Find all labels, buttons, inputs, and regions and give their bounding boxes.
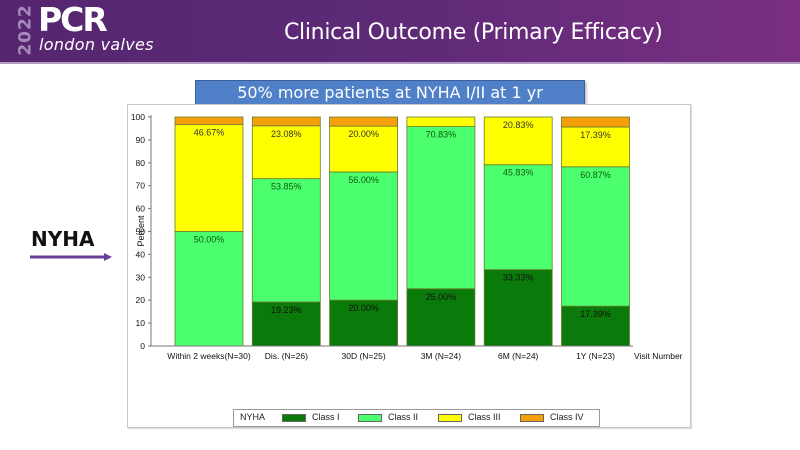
legend-swatch-class-iii xyxy=(438,414,462,422)
y-tick-label: 40 xyxy=(136,249,146,259)
data-label: 46.67% xyxy=(194,128,225,138)
arrow-right-icon xyxy=(30,253,112,261)
x-axis-label: Visit Number xyxy=(634,351,683,361)
bar-segment-class-i xyxy=(561,305,630,347)
data-label: 45.83% xyxy=(503,168,534,178)
bar-segment-class-iv xyxy=(174,116,244,126)
data-label: 25.00% xyxy=(426,292,457,302)
logo-brand: PCR xyxy=(38,0,108,39)
data-label: 20.00% xyxy=(348,129,379,139)
data-label: 60.87% xyxy=(580,170,611,180)
y-tick-label: 0 xyxy=(140,341,145,351)
bar-segment-class-iii xyxy=(329,125,399,173)
data-label: 20.83% xyxy=(503,120,534,130)
slide-header: 2022 PCR london valves Clinical Outcome … xyxy=(0,0,800,62)
y-tick-label: 60 xyxy=(136,204,146,214)
bar-segment-class-ii xyxy=(174,231,244,347)
bar-segment-class-ii xyxy=(251,178,321,303)
data-label: 23.08% xyxy=(271,129,302,139)
bar-segment-class-ii xyxy=(561,166,630,307)
data-label: 50.00% xyxy=(194,235,225,245)
y-axis-label: Percent xyxy=(136,215,146,247)
bar-segment-class-iii xyxy=(251,125,321,180)
y-tick-label: 80 xyxy=(136,158,146,168)
logo-subtitle: london valves xyxy=(39,35,154,54)
bar-segment-class-ii xyxy=(406,126,476,290)
x-tick-label: 3M (N=24) xyxy=(421,351,462,361)
y-tick-label: 70 xyxy=(136,181,146,191)
bar-segment-class-i xyxy=(406,288,476,347)
data-label: 53.85% xyxy=(271,182,302,192)
data-label: 56.00% xyxy=(348,175,379,185)
legend-swatch-class-i xyxy=(282,414,306,422)
legend-title: NYHA xyxy=(240,412,266,422)
y-tick-label: 30 xyxy=(136,272,146,282)
nyha-side-label: NYHA xyxy=(31,227,95,251)
bar-segment-class-ii xyxy=(483,164,553,271)
data-label: 20.00% xyxy=(348,303,379,313)
y-tick-label: 100 xyxy=(131,112,145,122)
bar-segment-class-iii xyxy=(174,124,244,232)
data-label: 17.39% xyxy=(580,130,611,140)
header-divider xyxy=(0,62,800,64)
bar-segment-class-iv xyxy=(561,116,630,128)
data-label: 19.23% xyxy=(271,305,302,315)
x-tick-label: 6M (N=24) xyxy=(498,351,539,361)
x-tick-label: Dis. (N=26) xyxy=(265,351,308,361)
y-tick-label: 10 xyxy=(136,318,146,328)
legend-label-class-iii: Class III xyxy=(468,412,501,422)
x-tick-label: 30D (N=25) xyxy=(342,351,386,361)
y-tick-label: 50 xyxy=(136,227,146,237)
slide-title: Clinical Outcome (Primary Efficacy) xyxy=(284,20,663,45)
bar-segment-class-ii xyxy=(329,171,399,301)
legend-label-class-iv: Class IV xyxy=(550,412,584,422)
highlight-banner: 50% more patients at NYHA I/II at 1 yr xyxy=(195,80,585,106)
bar-segment-class-iv xyxy=(251,116,321,127)
y-tick-label: 90 xyxy=(136,135,146,145)
data-label: 70.83% xyxy=(426,130,457,140)
bar-segment-class-iii xyxy=(483,116,553,166)
bar-segment-class-iii xyxy=(406,116,476,127)
y-tick-label: 20 xyxy=(136,295,146,305)
legend-label-class-ii: Class II xyxy=(388,412,419,422)
bar-segment-class-iv xyxy=(329,116,399,127)
bar-segment-class-i xyxy=(483,269,553,347)
legend-swatch-class-iv xyxy=(520,414,544,422)
data-label: 33.33% xyxy=(503,273,534,283)
x-tick-label: Within 2 weeks(N=30) xyxy=(167,351,251,361)
data-label: 17.39% xyxy=(580,309,611,319)
x-tick-label: 1Y (N=23) xyxy=(576,351,615,361)
chart-legend: NYHA Class I Class II Class III Class IV xyxy=(233,409,600,427)
legend-label-class-i: Class I xyxy=(312,412,340,422)
legend-swatch-class-ii xyxy=(358,414,382,422)
